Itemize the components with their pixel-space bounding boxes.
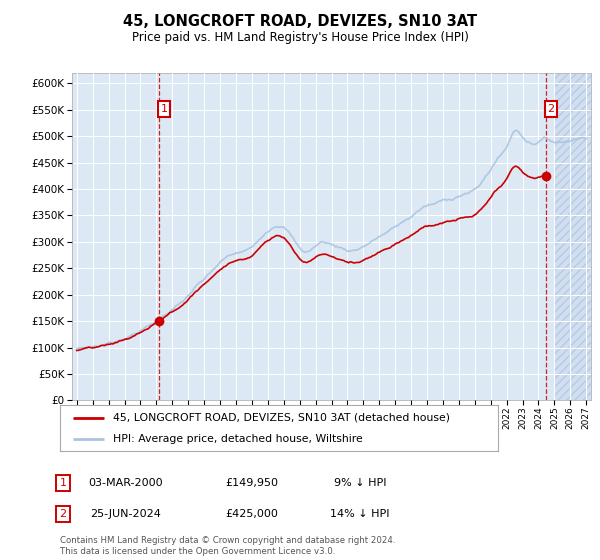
- Text: Contains HM Land Registry data © Crown copyright and database right 2024.
This d: Contains HM Land Registry data © Crown c…: [60, 536, 395, 556]
- Text: 45, LONGCROFT ROAD, DEVIZES, SN10 3AT (detached house): 45, LONGCROFT ROAD, DEVIZES, SN10 3AT (d…: [113, 413, 449, 423]
- Text: £425,000: £425,000: [226, 509, 278, 519]
- Text: HPI: Average price, detached house, Wiltshire: HPI: Average price, detached house, Wilt…: [113, 434, 362, 444]
- Text: £149,950: £149,950: [226, 478, 278, 488]
- Text: 03-MAR-2000: 03-MAR-2000: [89, 478, 163, 488]
- Text: 1: 1: [160, 104, 167, 114]
- Text: 25-JUN-2024: 25-JUN-2024: [91, 509, 161, 519]
- Text: 14% ↓ HPI: 14% ↓ HPI: [330, 509, 390, 519]
- Bar: [554, 73, 591, 400]
- Text: 9% ↓ HPI: 9% ↓ HPI: [334, 478, 386, 488]
- Text: 45, LONGCROFT ROAD, DEVIZES, SN10 3AT: 45, LONGCROFT ROAD, DEVIZES, SN10 3AT: [123, 14, 477, 29]
- Text: 1: 1: [59, 478, 67, 488]
- Bar: [554, 73, 591, 400]
- Text: 2: 2: [59, 509, 67, 519]
- Text: Price paid vs. HM Land Registry's House Price Index (HPI): Price paid vs. HM Land Registry's House …: [131, 31, 469, 44]
- Text: 2: 2: [547, 104, 554, 114]
